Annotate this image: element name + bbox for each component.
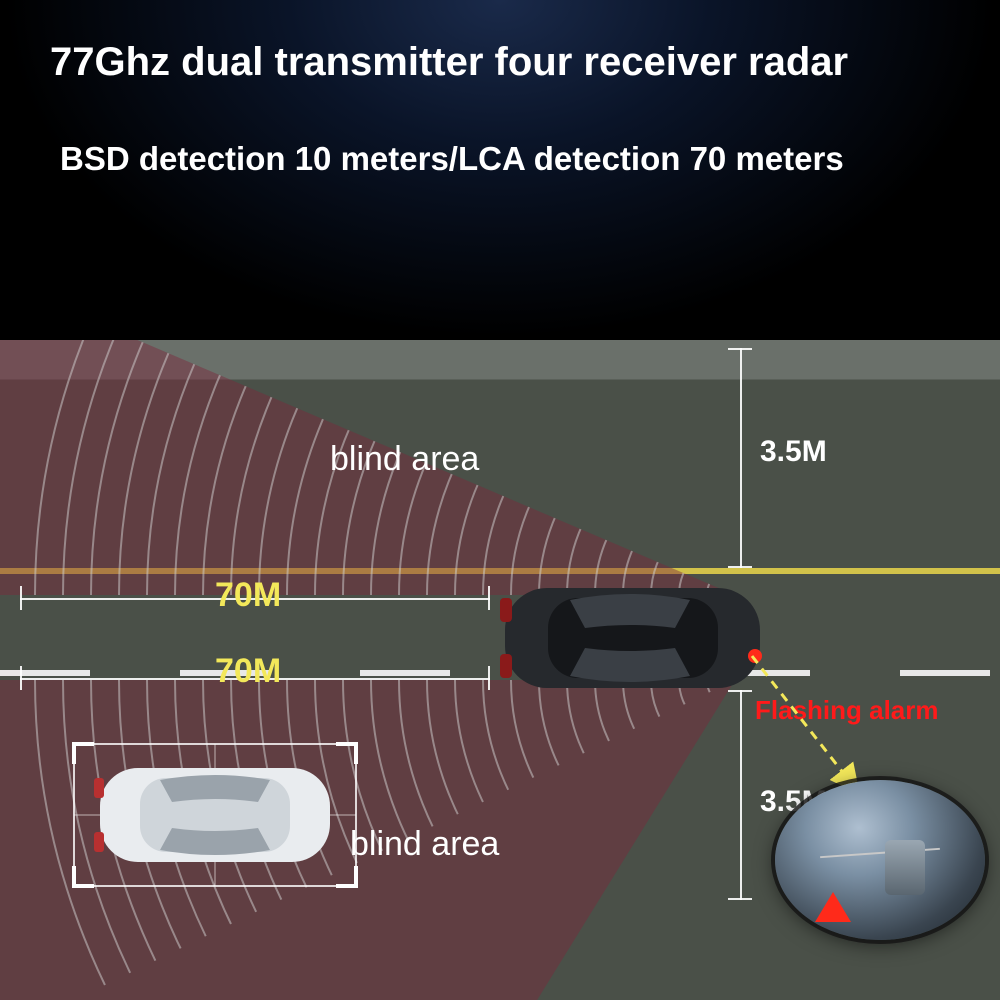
range-bot-value: 70M (215, 652, 281, 691)
subtitle: BSD detection 10 meters/LCA detection 70… (60, 140, 950, 178)
dim-tick (20, 666, 22, 690)
tracked-car-icon (70, 740, 360, 890)
lane-edge-line (0, 568, 1000, 574)
main-title: 77Ghz dual transmitter four receiver rad… (50, 40, 950, 85)
dim-vline-bot (740, 690, 742, 900)
range-top-value: 70M (215, 576, 281, 615)
side-mirror-inset (775, 780, 985, 940)
dim-tick (488, 666, 490, 690)
blind-area-bottom-label: blind area (350, 825, 499, 864)
dim-tick (728, 898, 752, 900)
header: 77Ghz dual transmitter four receiver rad… (0, 0, 1000, 340)
flashing-alarm-label: Flashing alarm (755, 695, 939, 726)
dim-top-value: 3.5M (760, 435, 827, 469)
warning-triangle-icon (815, 892, 851, 922)
blind-area-top-label: blind area (330, 440, 479, 479)
dim-vline-top (740, 348, 742, 568)
mirror-car (885, 840, 925, 895)
road-scene: blind area blind area 3.5M 3.5M 70M 70M (0, 340, 1000, 1000)
dim-tick (20, 586, 22, 610)
dim-tick (488, 586, 490, 610)
main-car-icon (500, 578, 765, 698)
dim-tick (728, 566, 752, 568)
dim-tick (728, 348, 752, 350)
